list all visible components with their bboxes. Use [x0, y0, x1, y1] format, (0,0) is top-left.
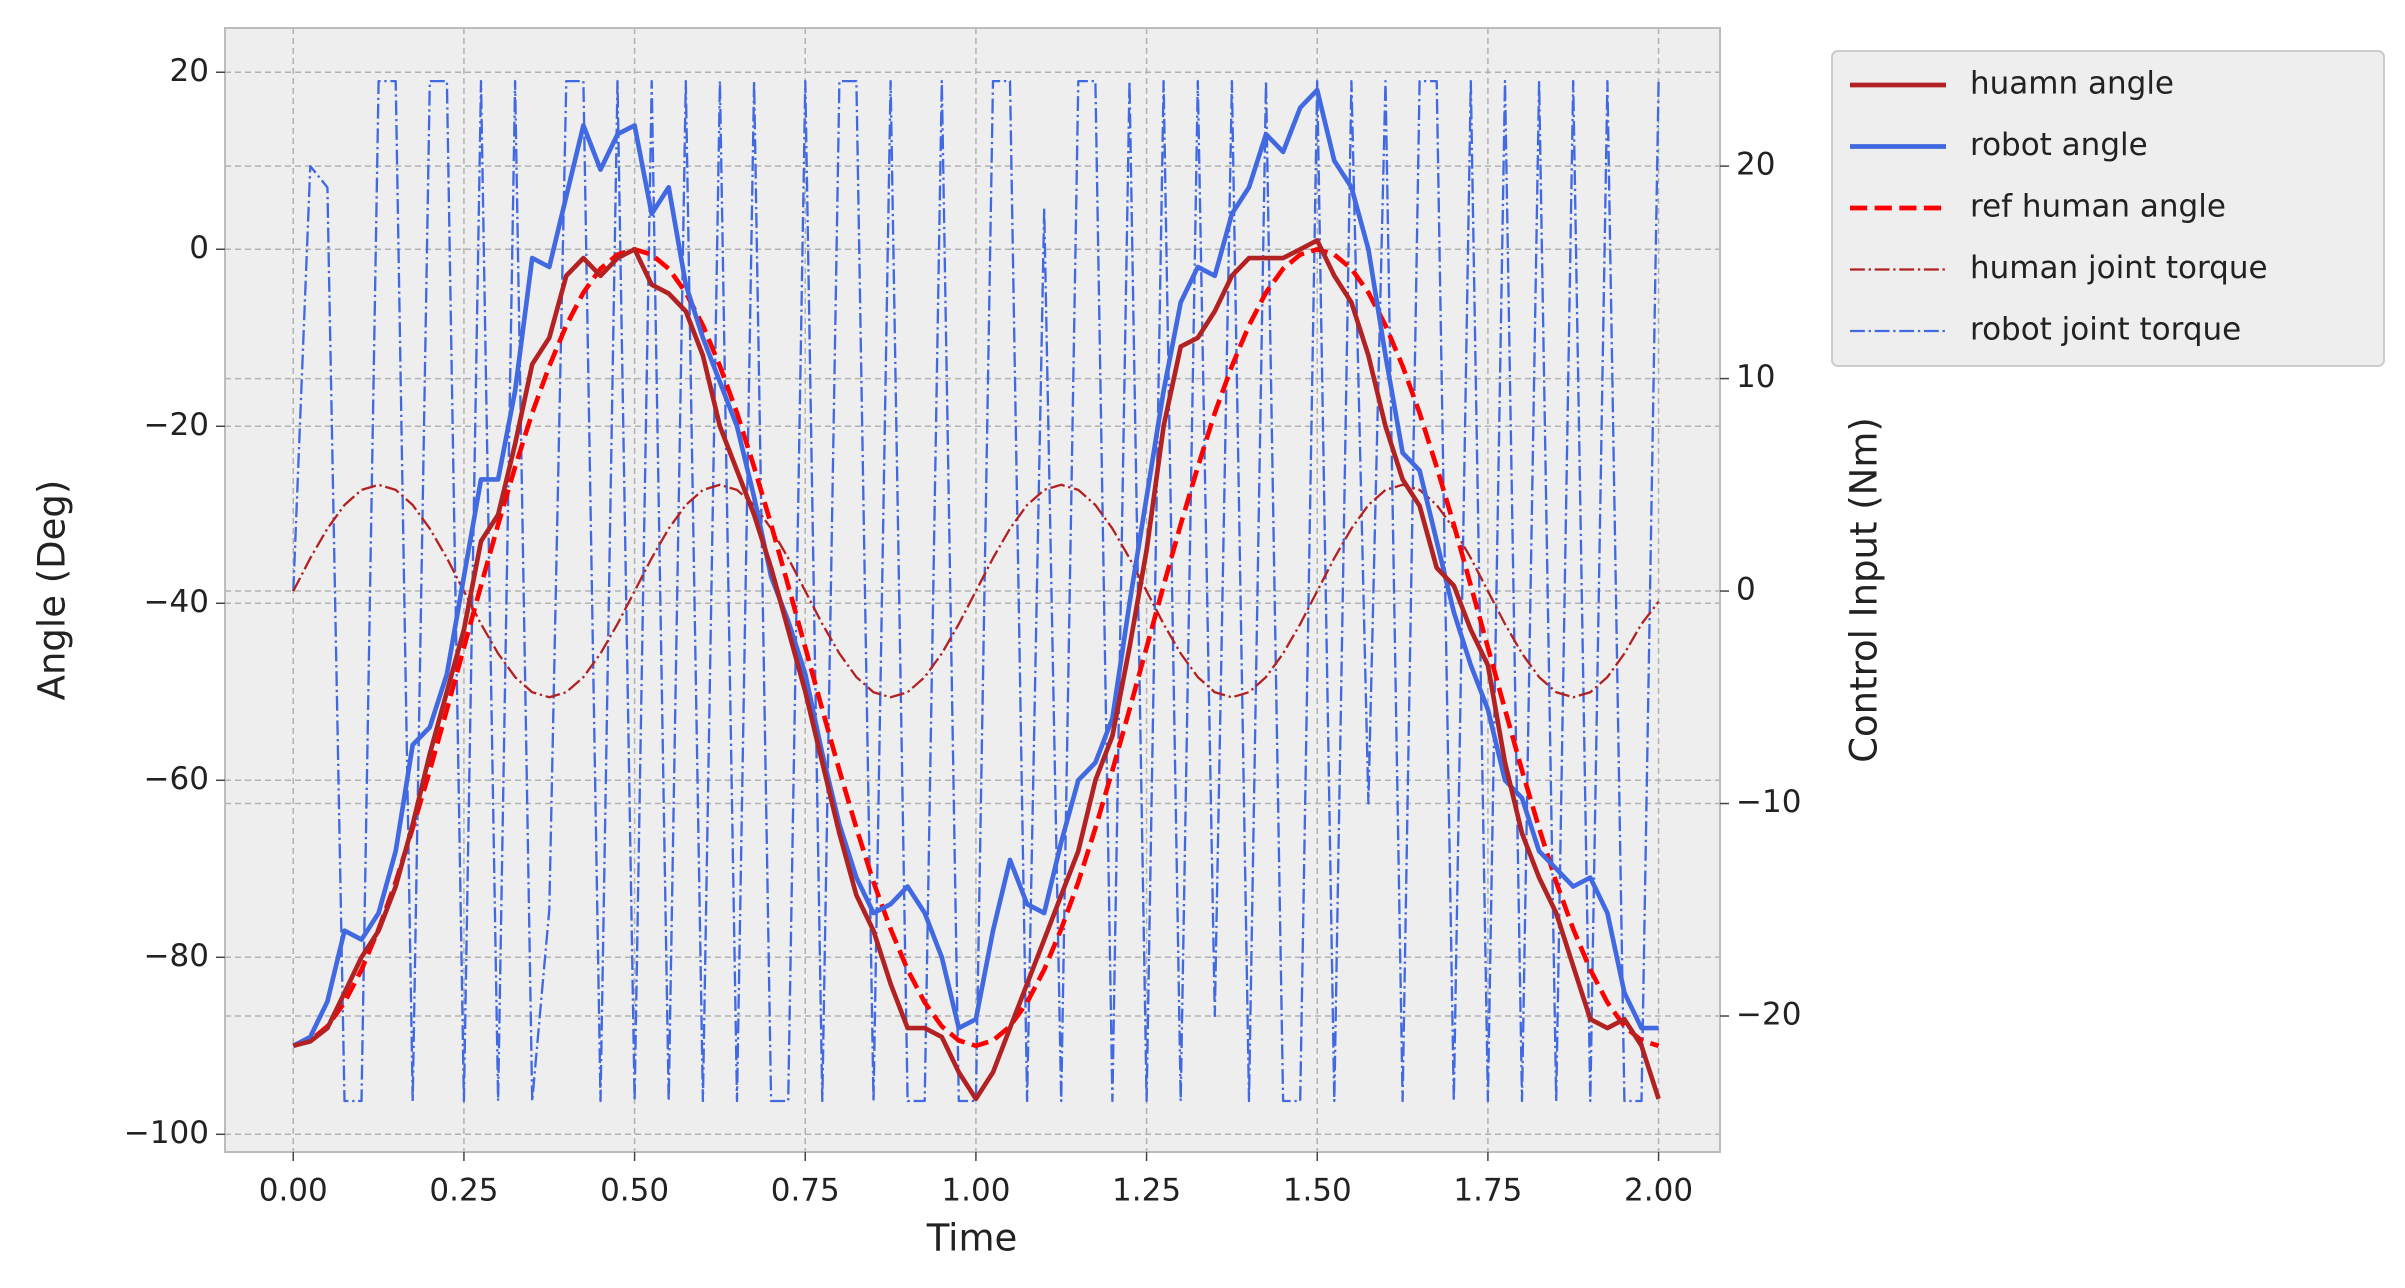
legend-label: robot angle — [1970, 127, 2148, 163]
y-tick-label: −20 — [144, 407, 209, 443]
x-tick-label: 1.25 — [1112, 1173, 1181, 1209]
x-tick-label: 0.50 — [600, 1173, 669, 1209]
series-line — [292, 87, 1659, 1048]
y2-tick-label: −20 — [1736, 997, 1801, 1033]
legend-label: huamn angle — [1970, 66, 2174, 102]
y2-axis-label: Control Input (Nm) — [1843, 417, 1886, 763]
x-tick-label: 0.75 — [771, 1173, 840, 1209]
y-axis-label: Angle (Deg) — [31, 480, 74, 701]
legend: huamn angle robot angle ref human angle hum… — [1831, 50, 2385, 367]
legend-box — [1831, 50, 2385, 367]
plot-frame — [224, 27, 1721, 1153]
x-tick-label: 0.25 — [429, 1173, 498, 1209]
x-tick-label: 1.50 — [1283, 1173, 1352, 1209]
ticks: 0.00 0.25 0.50 0.75 1.00 1.25 1.50 1.75 2.00−100… — [124, 53, 1802, 1209]
legend-label: human joint torque — [1970, 250, 2268, 286]
y-tick-label: 20 — [170, 53, 209, 89]
y-tick-label: −40 — [144, 584, 209, 620]
x-tick-label: 0.00 — [259, 1173, 328, 1209]
lines — [292, 79, 1661, 1103]
x-tick-label: 1.75 — [1453, 1173, 1522, 1209]
series-line — [292, 238, 1661, 1102]
series-line — [292, 246, 1660, 1049]
x-tick-label: 1.00 — [941, 1173, 1010, 1209]
legend-label: ref human angle — [1970, 189, 2226, 225]
y2-tick-label: −10 — [1736, 784, 1801, 820]
y-tick-label: 0 — [189, 230, 209, 266]
y2-tick-label: 10 — [1736, 359, 1775, 395]
series-line — [292, 483, 1660, 699]
y-tick-label: −80 — [144, 938, 209, 974]
x-tick-label: 2.00 — [1624, 1173, 1693, 1209]
x-axis-label: Time — [926, 1217, 1018, 1260]
plot-background — [225, 28, 1720, 1152]
y-tick-label: −100 — [124, 1115, 209, 1151]
legend-label: robot joint torque — [1970, 312, 2241, 348]
y-tick-label: −60 — [144, 761, 209, 797]
y2-tick-label: 0 — [1736, 572, 1756, 608]
y2-tick-label: 20 — [1736, 147, 1775, 183]
